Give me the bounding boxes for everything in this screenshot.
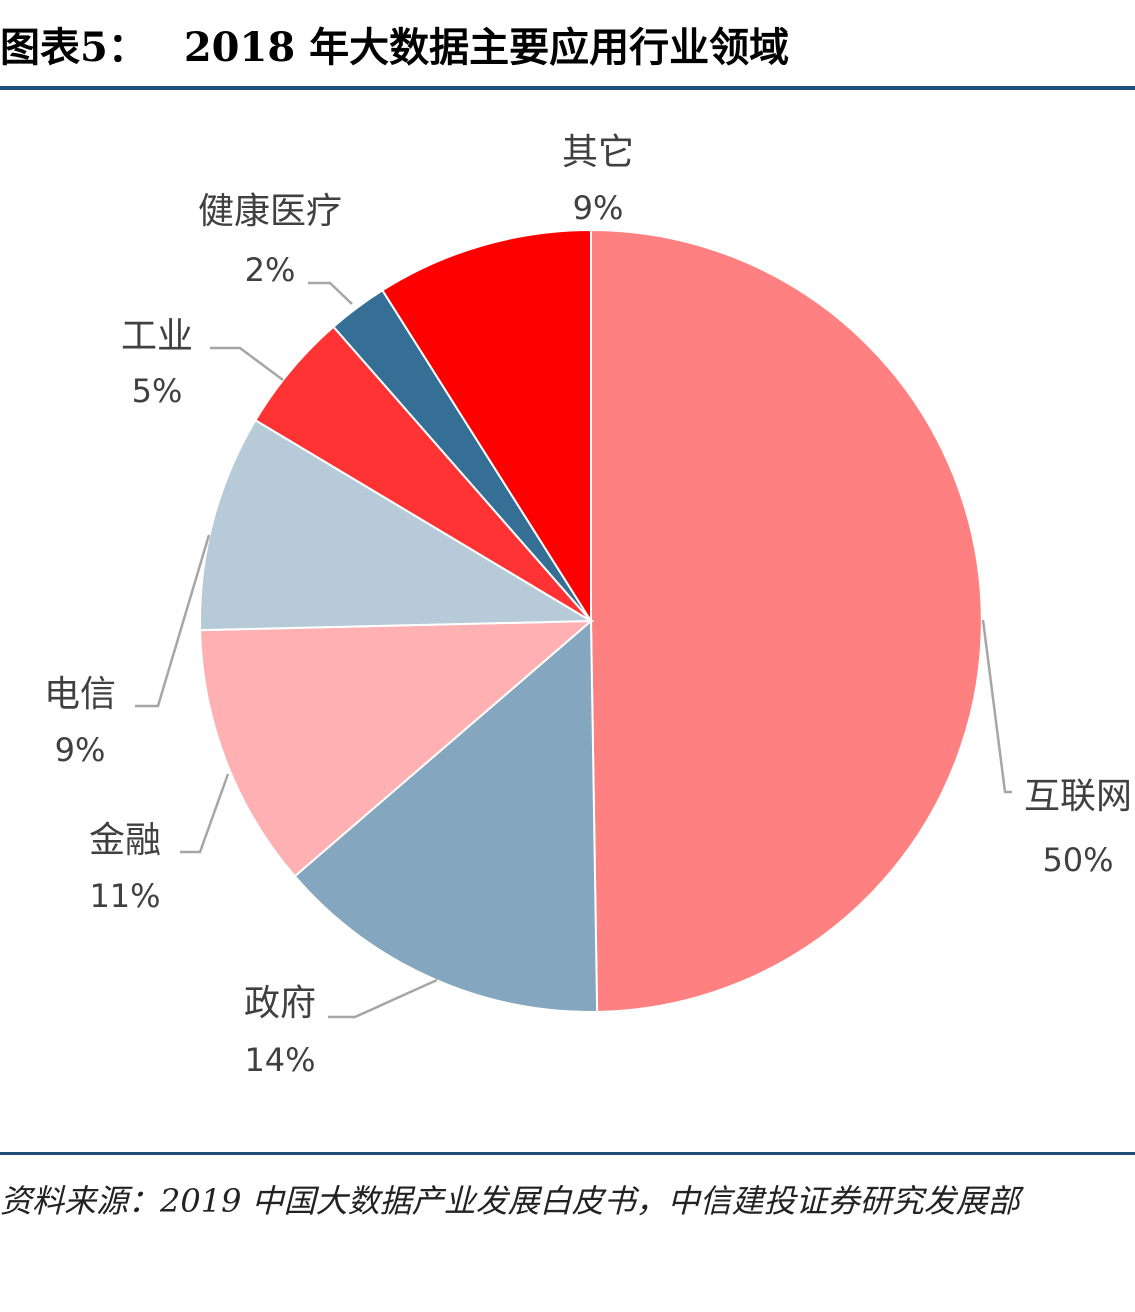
leader-lines xyxy=(135,281,1012,1019)
pie-slice xyxy=(199,619,594,878)
slice-labels: 互联网 50% 政府 14% 金融 11% 电信 9% 工业 5% 健康医疗 2% 其它 9% xyxy=(44,132,1132,1079)
figure-number: 图表5： xyxy=(0,24,148,71)
slice-value-label: 11% xyxy=(89,877,160,915)
leader-line xyxy=(308,281,353,305)
pie-slice xyxy=(293,618,599,1013)
figure-title-text: 2018 年大数据主要应用行业领域 xyxy=(183,24,790,71)
leader-line xyxy=(328,978,438,1019)
figure-title: 图表5： 2018 年大数据主要应用行业领域 xyxy=(0,18,789,78)
slice-value-label: 50% xyxy=(1042,841,1113,879)
slice-name-label: 政府 xyxy=(244,983,316,1024)
slice-name-label: 其它 xyxy=(562,132,634,173)
slice-name-label: 电信 xyxy=(44,674,116,715)
pie-slice xyxy=(590,228,983,1013)
slice-value-label: 9% xyxy=(55,731,106,769)
leader-line xyxy=(210,346,284,382)
source-divider xyxy=(0,1152,1135,1155)
slice-value-label: 14% xyxy=(244,1041,315,1079)
leader-line xyxy=(135,534,211,708)
source-note: 资料来源：2019 中国大数据产业发展白皮书，中信建投证券研究发展部 xyxy=(0,1182,1020,1220)
slice-value-label: 5% xyxy=(132,372,183,410)
pie-slice xyxy=(381,228,592,625)
slice-name-label: 健康医疗 xyxy=(198,191,342,232)
slice-name-label: 工业 xyxy=(121,316,193,357)
title-divider xyxy=(0,86,1135,90)
slice-value-label: 9% xyxy=(573,189,624,227)
pie-chart: 互联网 50% 政府 14% 金融 11% 电信 9% 工业 5% 健康医疗 2% 其它 9% xyxy=(44,132,1132,1079)
slice-value-label: 2% xyxy=(245,251,296,289)
leader-line xyxy=(180,773,230,854)
pie-slice xyxy=(199,418,595,632)
pie-slices xyxy=(199,228,983,1013)
leader-line xyxy=(981,619,1012,794)
slice-name-label: 互联网 xyxy=(1024,776,1132,817)
slice-name-label: 金融 xyxy=(89,820,161,861)
